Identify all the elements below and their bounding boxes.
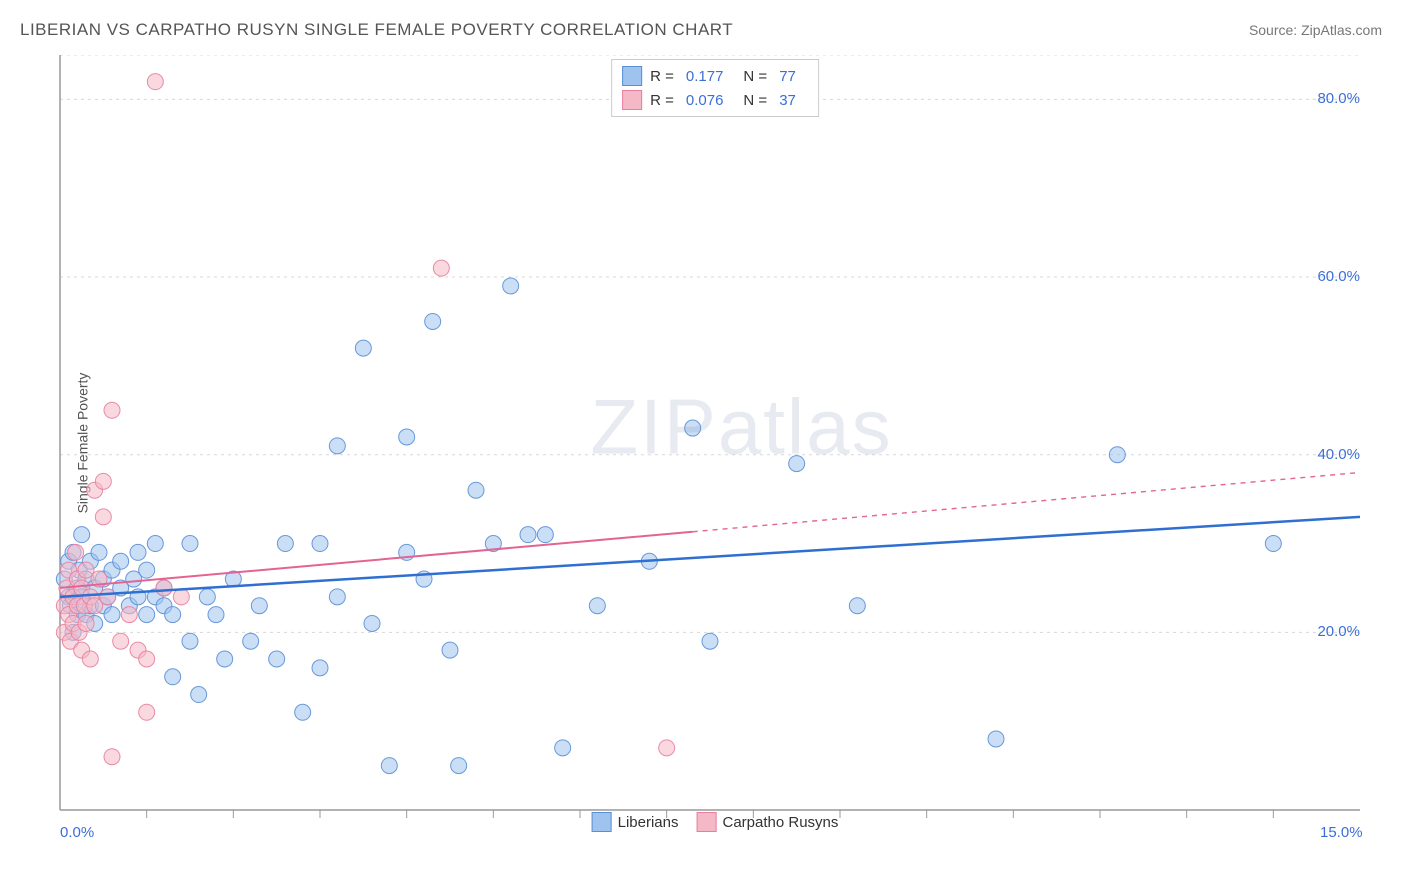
legend-swatch-icon [622,66,642,86]
legend-n-value: 37 [779,92,796,109]
y-tick-label: 80.0% [1300,90,1360,107]
legend-row: R = 0.177 N = 77 [622,64,808,88]
legend-n-label: N = [743,92,767,109]
legend-swatch-icon [592,812,612,832]
legend-correlation: R = 0.177 N = 77 R = 0.076 N = 37 [611,59,819,117]
scatter-plot [50,55,1380,830]
legend-swatch-icon [696,812,716,832]
legend-n-label: N = [743,68,767,85]
y-tick-label: 40.0% [1300,446,1360,463]
legend-swatch-icon [622,90,642,110]
legend-item: Carpatho Rusyns [696,812,838,832]
legend-label: Liberians [618,814,679,831]
chart-source: Source: ZipAtlas.com [1249,22,1382,38]
legend-item: Liberians [592,812,679,832]
chart-area: Single Female Poverty ZIPatlas R = 0.177… [50,55,1380,830]
legend-r-value: 0.076 [686,92,724,109]
x-tick-label: 15.0% [1320,824,1363,841]
y-tick-label: 60.0% [1300,268,1360,285]
legend-r-label: R = [650,92,674,109]
chart-title: LIBERIAN VS CARPATHO RUSYN SINGLE FEMALE… [20,20,733,40]
legend-label: Carpatho Rusyns [722,814,838,831]
y-tick-label: 20.0% [1300,623,1360,640]
legend-series: Liberians Carpatho Rusyns [592,812,839,832]
legend-row: R = 0.076 N = 37 [622,88,808,112]
legend-n-value: 77 [779,68,796,85]
legend-r-value: 0.177 [686,68,724,85]
legend-r-label: R = [650,68,674,85]
x-tick-label: 0.0% [60,824,94,841]
